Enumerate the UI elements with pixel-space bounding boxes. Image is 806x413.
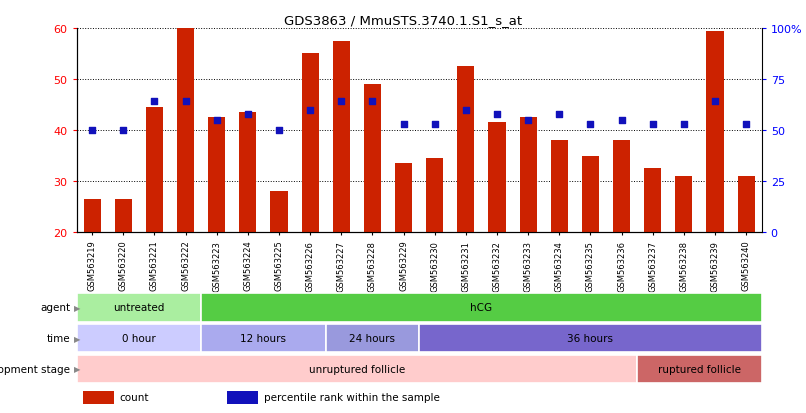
- Text: percentile rank within the sample: percentile rank within the sample: [264, 392, 439, 403]
- Bar: [419, 324, 762, 352]
- Bar: [457, 67, 475, 233]
- Bar: [550, 141, 567, 233]
- Bar: [520, 118, 537, 233]
- Bar: [426, 159, 443, 233]
- Bar: [84, 199, 101, 233]
- Point: [85, 128, 98, 134]
- Point: [740, 121, 753, 128]
- Point: [677, 121, 690, 128]
- Bar: [301, 55, 318, 233]
- Point: [210, 117, 223, 124]
- Bar: [582, 156, 599, 233]
- Bar: [208, 118, 225, 233]
- Point: [459, 107, 472, 114]
- Point: [117, 128, 130, 134]
- Bar: [395, 164, 412, 233]
- Bar: [271, 192, 288, 233]
- Bar: [637, 355, 762, 383]
- Bar: [613, 141, 630, 233]
- Bar: [202, 324, 326, 352]
- Point: [241, 111, 254, 118]
- Text: ▶: ▶: [74, 303, 81, 312]
- Bar: [675, 176, 692, 233]
- Point: [334, 99, 347, 105]
- Text: ▶: ▶: [74, 334, 81, 343]
- Text: unruptured follicle: unruptured follicle: [309, 364, 405, 374]
- Bar: [488, 123, 505, 233]
- Bar: [77, 324, 202, 352]
- Point: [366, 99, 379, 105]
- Bar: [77, 355, 637, 383]
- Text: ruptured follicle: ruptured follicle: [658, 364, 741, 374]
- Text: hCG: hCG: [471, 303, 492, 313]
- Text: time: time: [47, 333, 70, 343]
- Point: [272, 128, 285, 134]
- Point: [584, 121, 596, 128]
- Text: ▶: ▶: [74, 364, 81, 373]
- Bar: [77, 294, 202, 322]
- Point: [179, 99, 192, 105]
- Text: untreated: untreated: [113, 303, 164, 313]
- Bar: [177, 29, 194, 233]
- Text: count: count: [120, 392, 149, 403]
- Point: [615, 117, 628, 124]
- Point: [553, 111, 566, 118]
- Point: [428, 121, 441, 128]
- Text: GDS3863 / MmuSTS.3740.1.S1_s_at: GDS3863 / MmuSTS.3740.1.S1_s_at: [284, 14, 522, 27]
- Bar: [737, 176, 754, 233]
- Bar: [644, 169, 661, 233]
- Point: [148, 99, 161, 105]
- Bar: [84, 391, 114, 404]
- Bar: [239, 113, 256, 233]
- Bar: [333, 42, 350, 233]
- Text: 12 hours: 12 hours: [240, 333, 286, 343]
- Point: [491, 111, 504, 118]
- Point: [646, 121, 659, 128]
- Point: [708, 99, 721, 105]
- Bar: [706, 31, 724, 233]
- Text: agent: agent: [40, 303, 70, 313]
- Bar: [326, 324, 419, 352]
- Text: 0 hour: 0 hour: [122, 333, 156, 343]
- Bar: [146, 108, 163, 233]
- Point: [521, 117, 534, 124]
- Point: [397, 121, 410, 128]
- Point: [304, 107, 317, 114]
- Bar: [114, 199, 132, 233]
- Text: 24 hours: 24 hours: [350, 333, 396, 343]
- Text: 36 hours: 36 hours: [567, 333, 613, 343]
- Bar: [364, 85, 381, 233]
- Text: development stage: development stage: [0, 364, 70, 374]
- Bar: [202, 294, 762, 322]
- Bar: [227, 391, 258, 404]
